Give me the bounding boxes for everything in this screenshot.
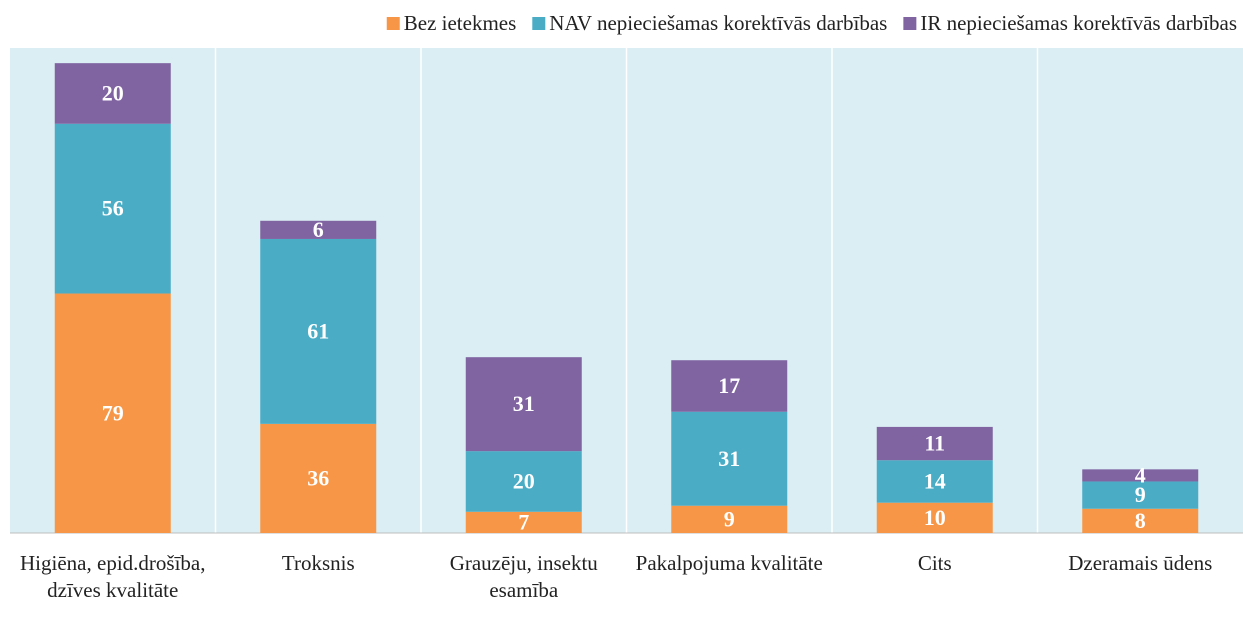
bar-segment — [671, 505, 788, 533]
data-label: 79 — [102, 400, 124, 425]
bar-segment — [54, 293, 171, 533]
x-tick-label: Troksnis — [281, 551, 355, 575]
data-label: 10 — [924, 505, 946, 530]
legend-swatch — [386, 17, 400, 30]
data-label: 31 — [513, 391, 535, 416]
bar-segment — [876, 426, 993, 461]
x-tick-label: Dzeramais ūdens — [1068, 551, 1213, 575]
bar-segment — [465, 511, 582, 533]
data-label: 17 — [718, 373, 740, 398]
bar-segment — [671, 360, 788, 412]
bar-segment — [260, 238, 377, 424]
legend-swatch — [903, 17, 917, 30]
bar-segment — [54, 123, 171, 294]
data-label: 61 — [307, 318, 329, 343]
data-label: 56 — [102, 196, 124, 221]
bar-segment — [671, 411, 788, 506]
bar-segment — [1082, 469, 1199, 482]
bar-segment — [1082, 508, 1199, 533]
x-tick-label: Higiēna, epid.drošība, dzīves kvalitāte — [20, 551, 206, 602]
data-label: 31 — [718, 446, 740, 471]
data-label: 20 — [513, 469, 535, 494]
x-tick-label: Cits — [917, 551, 952, 575]
bar-segment — [876, 502, 993, 533]
legend-label: Bez ietekmes — [404, 11, 517, 35]
bar-segment — [1082, 481, 1199, 509]
bar-segment — [876, 460, 993, 503]
bar-segment — [465, 451, 582, 512]
data-label: 11 — [924, 431, 945, 456]
data-label: 6 — [313, 217, 324, 242]
x-tick-label: Pakalpojuma kvalitāte — [635, 551, 823, 575]
bar-segment — [54, 63, 171, 124]
bar-segment — [260, 220, 377, 239]
legend-label: NAV nepieciešamas korektīvās darbības — [549, 11, 887, 35]
data-label: 7 — [518, 509, 529, 534]
legend-swatch — [532, 17, 546, 30]
data-label: 20 — [102, 81, 124, 106]
data-label: 4 — [1135, 462, 1146, 487]
data-label: 36 — [307, 465, 329, 490]
data-label: 9 — [1135, 482, 1146, 507]
data-label: 9 — [724, 506, 735, 531]
bar-segment — [260, 423, 377, 533]
data-label: 8 — [1135, 508, 1146, 533]
data-label: 14 — [924, 469, 946, 494]
bar-segment — [465, 357, 582, 452]
x-tick-label: Grauzēju, insektu esamība — [449, 551, 598, 602]
legend-label: IR nepieciešamas korektīvās darbības — [920, 11, 1237, 35]
